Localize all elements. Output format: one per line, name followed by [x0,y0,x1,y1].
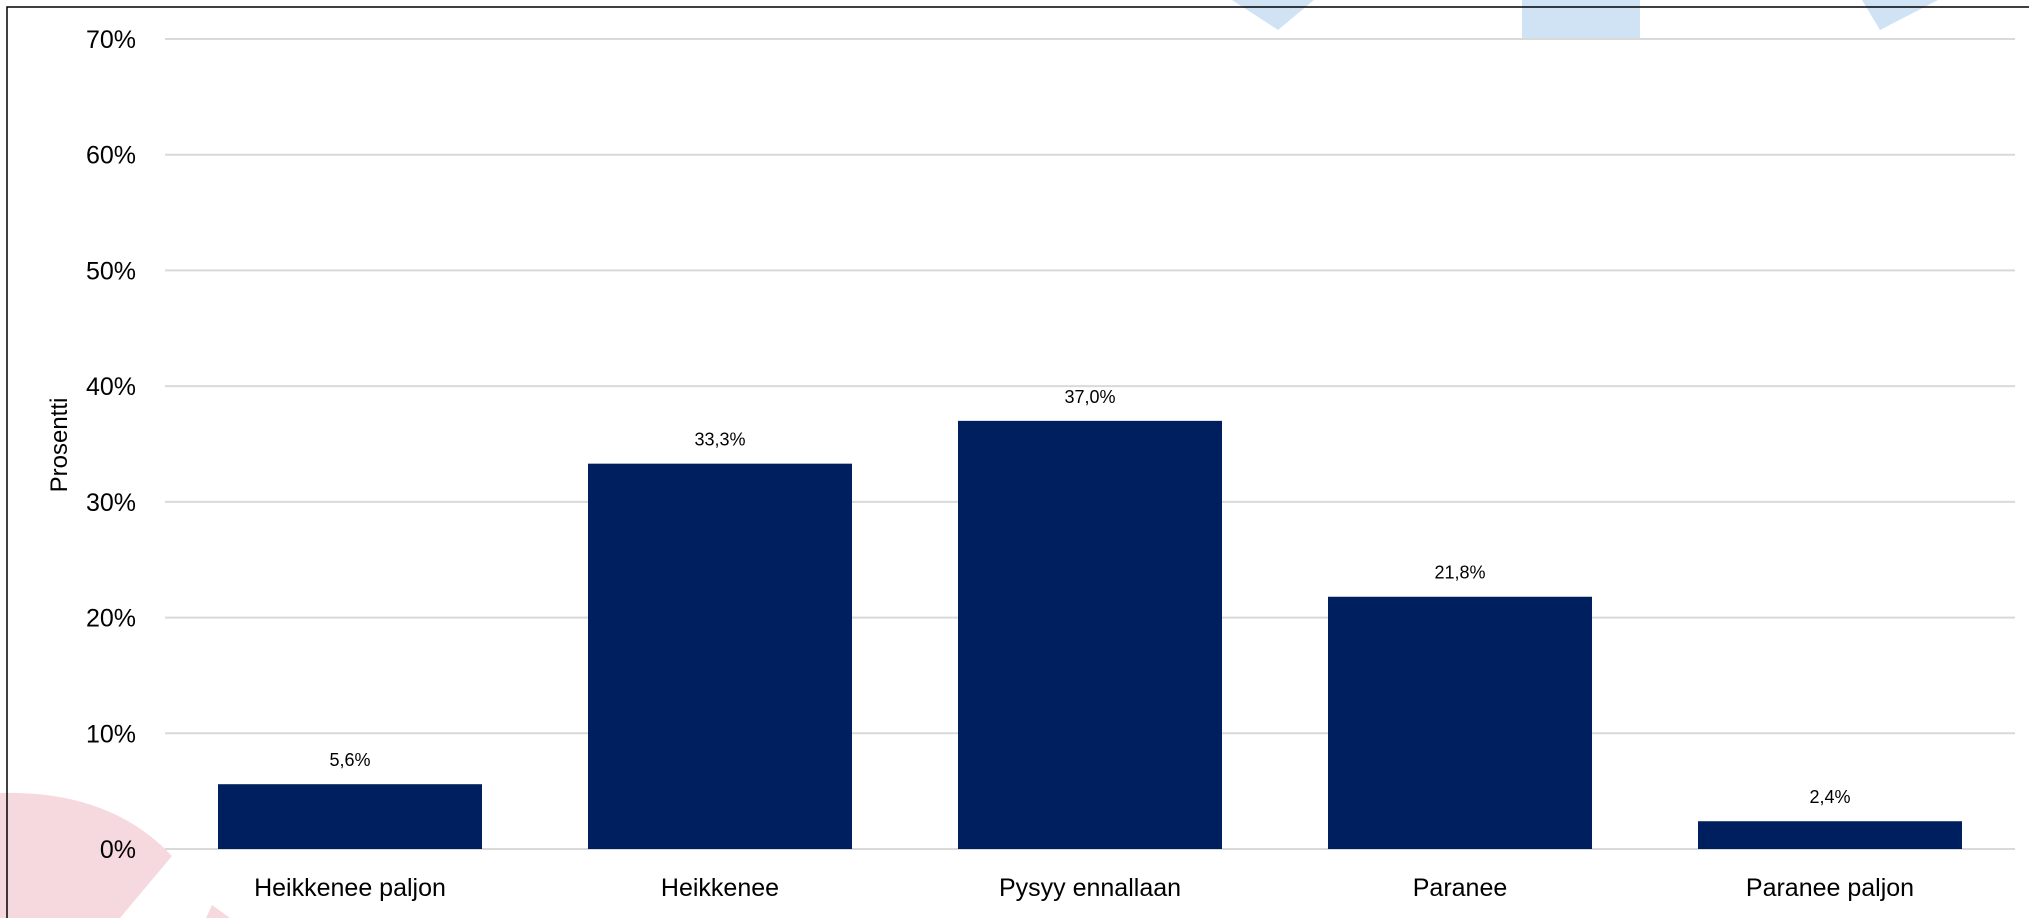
bars [218,420,1962,849]
x-axis-ticks: Heikkenee paljon Heikkenee Pysyy ennallaan… [254,874,1914,902]
y-axis-label: Prosentti [46,398,73,493]
y-tick-label: 60% [86,142,136,170]
data-label: 37,0% [1064,387,1115,407]
x-tick-label: Heikkenee paljon [254,874,446,902]
y-tick-label: 30% [86,489,136,517]
x-tick-label: Paranee [1413,874,1508,902]
chart-frame [6,6,2029,923]
x-tick-label: Paranee paljon [1746,874,1914,902]
y-tick-label: 0% [100,836,136,864]
y-tick-label: 50% [86,257,136,285]
x-tick-label: Heikkenee [661,874,779,902]
y-axis-ticks: 0% 10% 20% 30% 40% 50% 60% 70% [86,26,136,864]
deco-pink-shape [0,792,172,918]
data-label: 2,4% [1809,787,1850,807]
deco-blue-triangle-right [1862,0,1938,30]
deco-blue-triangle-left [1232,0,1314,30]
bar [1328,596,1592,849]
y-tick-label: 40% [86,373,136,401]
deco-pink-sliver [206,905,230,918]
bar [218,784,482,849]
bar [958,420,1222,849]
data-label: 21,8% [1434,563,1485,583]
y-tick-label: 70% [86,26,136,54]
bar [1698,821,1962,849]
data-label: 33,3% [694,430,745,450]
x-tick-label: Pysyy ennallaan [999,874,1181,902]
data-labels: 5,6% 33,3% 37,0% 21,8% 2,4% [329,387,1850,807]
y-tick-label: 10% [86,720,136,748]
deco-blue-rect [1522,0,1640,40]
data-label: 5,6% [329,750,370,770]
y-tick-label: 20% [86,605,136,633]
bar [588,463,852,849]
